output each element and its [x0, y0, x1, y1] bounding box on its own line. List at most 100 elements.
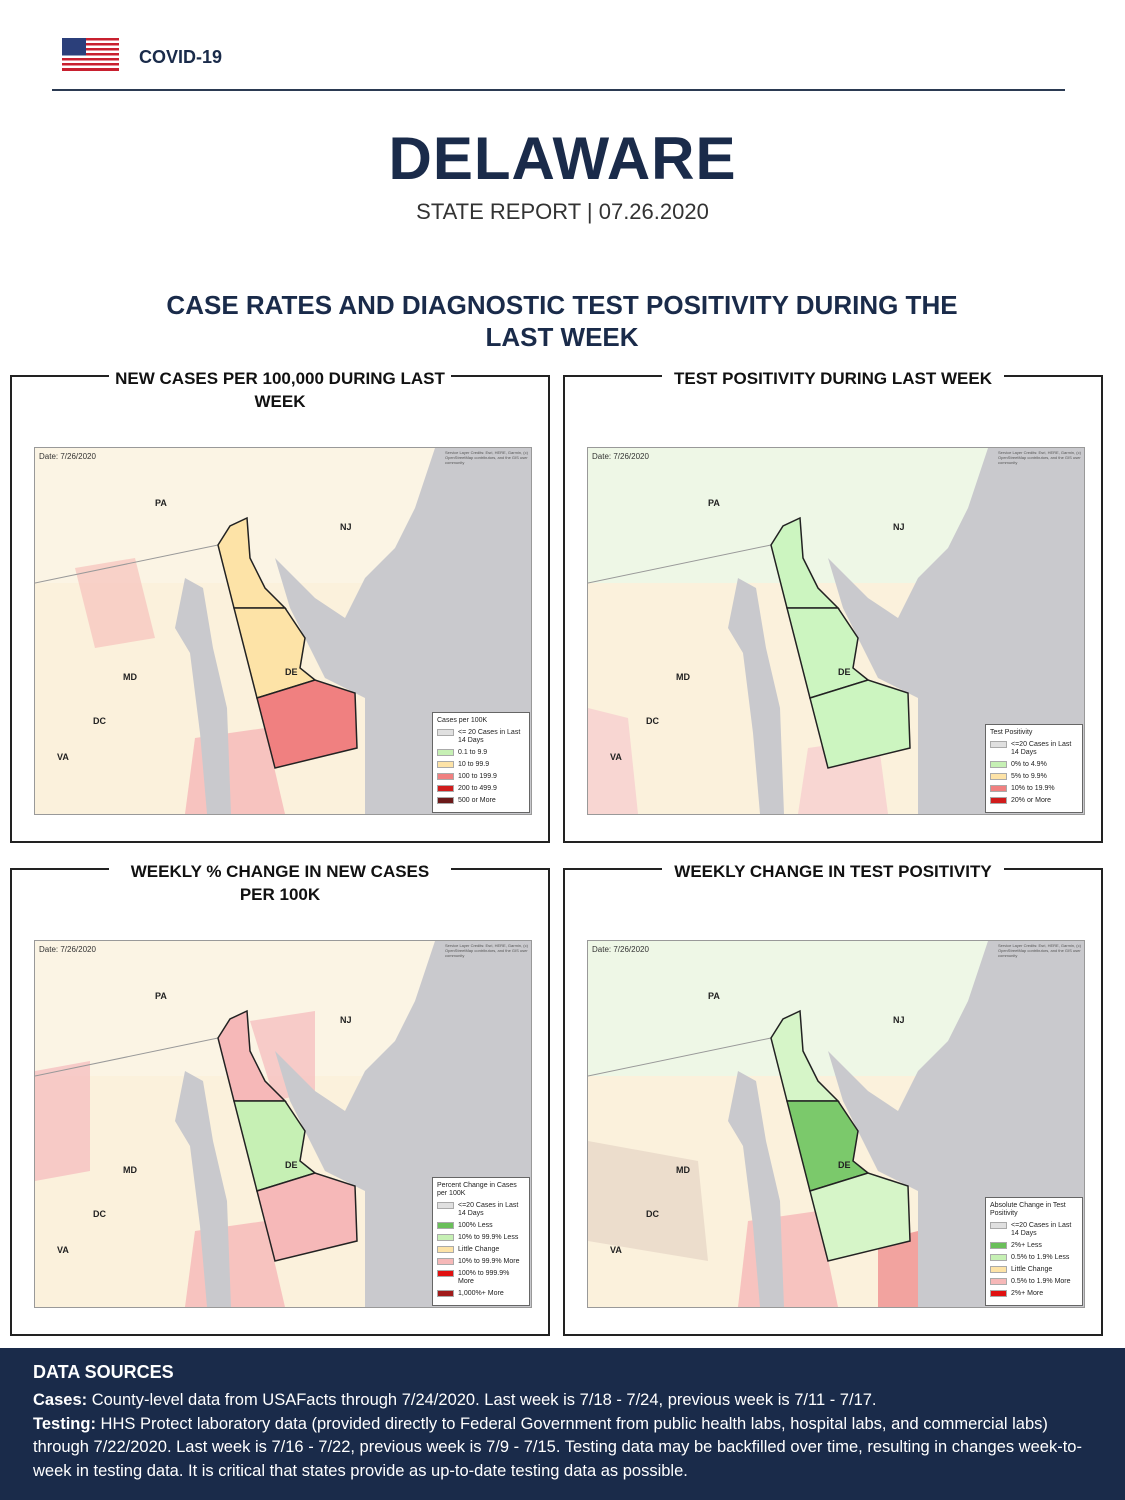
state-label: MD [123, 1165, 137, 1175]
legend-swatch [990, 761, 1007, 768]
credits-box: Service Layer Credits: Esri, HERE, Garmi… [998, 450, 1081, 465]
legend-item: 100 to 199.9 [437, 773, 526, 781]
legend-item: 500 or More [437, 797, 526, 805]
legend: Percent Change in Cases per 100K <=20 Cas… [432, 1177, 530, 1306]
legend-swatch [437, 1270, 454, 1277]
legend-title: Percent Change in Cases per 100K [437, 1182, 517, 1197]
map-panel: NEW CASES PER 100,000 DURING LAST WEEK Da… [10, 367, 550, 843]
state-label: DC [93, 1209, 106, 1219]
state-label: VA [57, 1245, 69, 1255]
legend-item: 100% Less [437, 1222, 526, 1230]
state-label: PA [155, 991, 167, 1001]
legend-label: 2%+ More [1011, 1290, 1044, 1297]
state-label: DE [838, 1160, 851, 1170]
legend-title: Test Positivity [990, 729, 1033, 736]
chesapeake-bay [175, 1071, 231, 1307]
county-shade [588, 708, 638, 814]
legend-item: 0% to 4.9% [990, 761, 1079, 769]
legend-swatch [990, 741, 1007, 748]
state-label: DE [285, 667, 298, 677]
legend-label: 100 to 199.9 [458, 773, 497, 780]
legend-title: Cases per 100K [437, 717, 488, 724]
state-border [588, 544, 772, 584]
state-label: PA [708, 498, 720, 508]
us-flag [62, 38, 119, 71]
state-label: PA [708, 991, 720, 1001]
legend-swatch [990, 797, 1007, 804]
state-label: VA [610, 752, 622, 762]
state-border [35, 544, 219, 584]
cases-text: County-level data from USAFacts through … [91, 1391, 877, 1409]
state-label: DC [93, 716, 106, 726]
divider [52, 89, 1065, 91]
map-graphic: Date: 7/26/2020 Service Layer Credits: Es… [588, 448, 1084, 814]
map: Date: 7/26/2020 Service Layer Credits: Es… [587, 940, 1085, 1308]
section-title: CASE RATES AND DIAGNOSTIC TEST POSITIVIT… [166, 290, 958, 352]
legend-swatch [437, 1234, 454, 1241]
county-shade [35, 1061, 90, 1181]
map-credits: Service Layer Credits: Esri, HERE, Garmi… [998, 450, 1081, 465]
legend-item: 10% to 19.9% [990, 785, 1079, 793]
legend-swatch [437, 1202, 454, 1209]
map: Date: 7/26/2020 Service Layer Credits: Es… [587, 447, 1085, 815]
legend-item: 100% to 999.9% More [437, 1270, 526, 1286]
map-graphic: Date: 7/26/2020 Service Layer Credits: Es… [35, 941, 531, 1307]
legend: Absolute Change in Test Positivity <=20 C… [985, 1197, 1083, 1306]
data-sources: DATA SOURCES Cases: County-level data fr… [0, 1348, 1125, 1500]
state-label: VA [57, 752, 69, 762]
legend-item: 10% to 99.9% Less [437, 1234, 526, 1242]
legend-label: <=20 Cases in Last 14 Days [1011, 741, 1072, 756]
cases-source: Cases: County-level data from USAFacts t… [33, 1389, 1092, 1413]
map-date: Date: 7/26/2020 [39, 452, 96, 461]
delaware-county [809, 1172, 911, 1262]
legend-item: 10% to 99.9% More [437, 1258, 526, 1266]
legend: Cases per 100K <= 20 Cases in Last 14 Day… [432, 712, 530, 813]
cases-label: Cases: [33, 1391, 88, 1409]
ocean [828, 448, 1084, 814]
state-label: NJ [340, 1015, 352, 1025]
map-date: Date: 7/26/2020 [39, 945, 96, 954]
chesapeake-bay [175, 578, 231, 814]
legend-item: <=20 Cases in Last 14 Days [990, 741, 1079, 757]
legend-label: 200 to 499.9 [458, 785, 497, 792]
legend-swatch [437, 749, 454, 756]
legend-label: 100% Less [458, 1222, 493, 1229]
county-shade [75, 558, 155, 648]
chesapeake-bay [728, 1071, 784, 1307]
legend-swatch [990, 1242, 1007, 1249]
legend: Test Positivity <=20 Cases in Last 14 Day… [985, 724, 1083, 813]
legend-swatch [437, 1222, 454, 1229]
map-credits: Service Layer Credits: Esri, HERE, Garmi… [445, 943, 528, 958]
panel-title: WEEKLY CHANGE IN TEST POSITIVITY [662, 860, 1004, 883]
legend-item: 0.1 to 9.9 [437, 749, 526, 757]
legend-label: Little Change [458, 1246, 500, 1253]
data-sources-title: DATA SOURCES [33, 1362, 174, 1382]
delaware-county [256, 1172, 358, 1262]
legend-swatch [437, 773, 454, 780]
state-label: NJ [893, 522, 905, 532]
legend-label: Little Change [1011, 1266, 1053, 1273]
panel-title: TEST POSITIVITY DURING LAST WEEK [662, 367, 1004, 390]
state-label: DE [838, 667, 851, 677]
legend-label: 100% to 999.9% More [458, 1270, 510, 1285]
map: Date: 7/26/2020 Service Layer Credits: Es… [34, 447, 532, 815]
state-border [588, 1037, 772, 1077]
state-label: MD [123, 672, 137, 682]
legend-swatch [437, 761, 454, 768]
map-date: Date: 7/26/2020 [592, 945, 649, 954]
legend-swatch [437, 729, 454, 736]
header-label: COVID-19 [139, 47, 223, 67]
county-shade [878, 1231, 918, 1307]
legend-label: 0.5% to 1.9% Less [1011, 1254, 1070, 1261]
delaware-county [809, 679, 911, 769]
map-credits: Service Layer Credits: Esri, HERE, Garmi… [998, 943, 1081, 958]
legend-swatch [990, 773, 1007, 780]
legend-item: 1,000%+ More [437, 1290, 526, 1298]
report-subtitle: STATE REPORT | 07.26.2020 [416, 199, 709, 224]
delaware-county [256, 679, 358, 769]
legend-label: 0.1 to 9.9 [458, 749, 488, 756]
legend-label: 1,000%+ More [458, 1290, 504, 1297]
legend-label: <=20 Cases in Last 14 Days [458, 1202, 519, 1217]
state-label: MD [676, 672, 690, 682]
